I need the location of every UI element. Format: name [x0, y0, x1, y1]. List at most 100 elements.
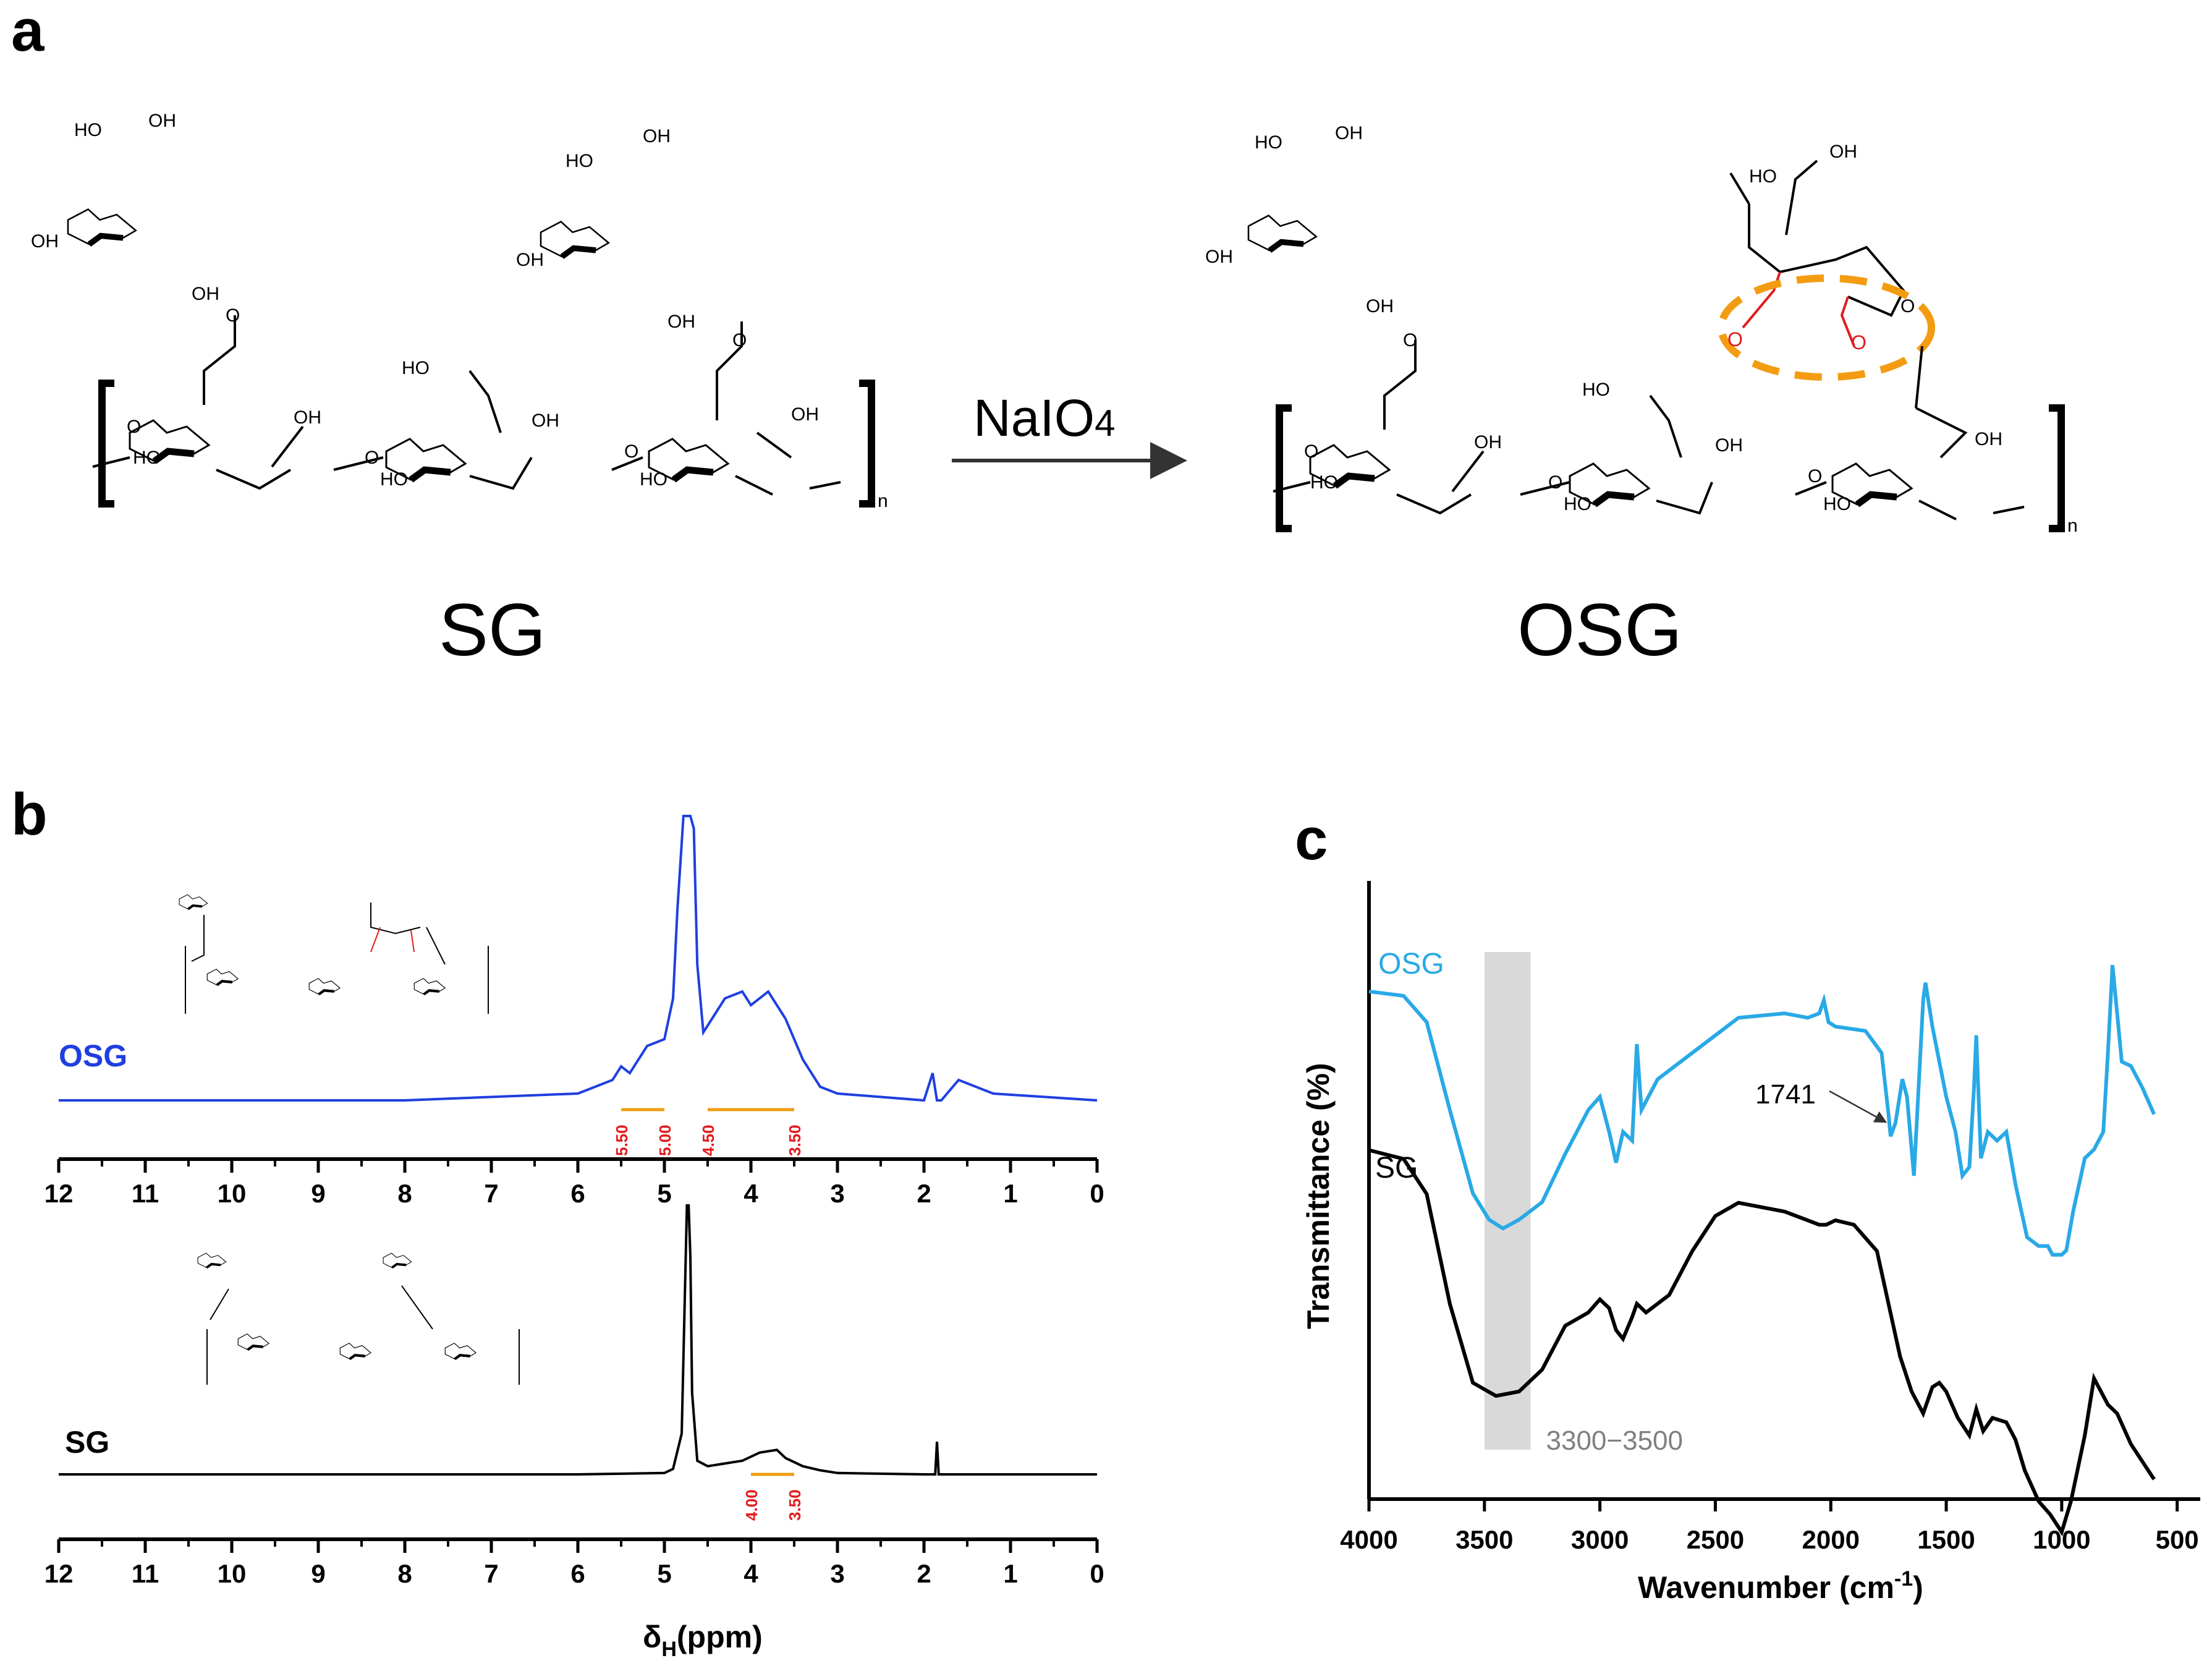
oh-label: OH [294, 407, 321, 428]
nmr-x-tick-label: 5 [657, 1179, 671, 1208]
ftir-x-axis-label: Wavenumber (cm-1) [1638, 1567, 1923, 1605]
band-label: 3300−3500 [1546, 1426, 1683, 1456]
repeat-n: n [878, 491, 888, 511]
nmr-x-tick-label: 5 [657, 1559, 671, 1588]
o-label: O [226, 305, 240, 326]
oh-label: OH [667, 312, 695, 332]
oh-label: OH [192, 284, 219, 304]
nmr-x-tick-label: 1 [1003, 1179, 1017, 1208]
oh-label: OH [1205, 247, 1233, 267]
ftir-x-tick-label: 4000 [1340, 1525, 1397, 1554]
oh-label: HO [1823, 494, 1851, 514]
nmr-x-tick-label: 10 [218, 1179, 247, 1208]
oh-label: OH [1975, 429, 2002, 449]
nmr-series-label: SG [65, 1425, 109, 1460]
nmr-x-tick-label: 2 [917, 1559, 931, 1588]
reactant-label: SG [439, 589, 546, 671]
oh-label: HO [380, 469, 408, 490]
ftir-series-label: SG [1375, 1152, 1418, 1184]
ftir-x-tick-label: 2000 [1802, 1525, 1860, 1554]
o-label: O [624, 441, 638, 462]
o-label: O [1548, 472, 1562, 493]
repeat-n: n [2067, 516, 2078, 536]
bonds [1273, 340, 2025, 521]
oh-label: HO [1564, 494, 1591, 514]
oh-label: OH [532, 410, 559, 431]
o-label: O [127, 417, 141, 437]
galactose-ring-2 [541, 222, 609, 257]
o-label: O [1304, 441, 1318, 462]
ftir-x-tick-label: 500 [2156, 1525, 2199, 1554]
o-label: O [365, 448, 379, 468]
nmr-spectrum-line [59, 815, 1098, 1102]
o-label: O [1901, 296, 1915, 317]
integration-range-label: 4.00 [742, 1489, 761, 1521]
oh-label: OH [1366, 296, 1394, 317]
o-label: O [1403, 330, 1417, 351]
o-label: O [1808, 466, 1822, 487]
nmr-x-axis-label: δH(ppm) [643, 1620, 763, 1661]
integration-range-label: 5.00 [656, 1124, 674, 1156]
oh-label: HO [402, 358, 430, 378]
oh-label: OH [1474, 432, 1502, 453]
nmr-x-tick-label: 9 [311, 1559, 325, 1588]
oh-label: OH [1335, 123, 1363, 143]
nmr-spectrum-line [59, 1204, 1097, 1476]
aldehyde-bonds [1742, 271, 1855, 347]
nmr-x-tick-label: 1 [1003, 1559, 1017, 1588]
aldehyde-o-label: O [1851, 331, 1867, 354]
oh-label: OH [643, 126, 671, 147]
oh-label: OH [148, 111, 176, 131]
oh-label: OH [31, 231, 59, 252]
integration-range-label: 5.50 [612, 1124, 631, 1156]
nmr-x-tick-label: 7 [484, 1179, 498, 1208]
nmr-x-tick-label: 11 [132, 1179, 159, 1208]
oh-label: HO [133, 448, 161, 468]
nmr-x-tick-label: 8 [397, 1559, 412, 1588]
nmr-x-tick-label: 0 [1090, 1559, 1104, 1588]
nmr-x-tick-label: 2 [917, 1179, 931, 1208]
oh-label: OH [791, 404, 819, 425]
o-label: O [732, 330, 747, 351]
oh-label: HO [566, 151, 593, 171]
oh-label: OH [516, 250, 544, 270]
nmr-x-tick-label: 9 [311, 1179, 325, 1208]
peak-annotation-arrow [1829, 1090, 1888, 1123]
galactose-ring-1 [68, 210, 136, 245]
nmr-x-tick-label: 0 [1090, 1179, 1104, 1208]
nmr-x-tick-label: 11 [132, 1559, 159, 1588]
left-bracket [98, 380, 114, 508]
wavenumber-band-highlight [1484, 952, 1531, 1450]
ftir-x-tick-label: 3000 [1571, 1525, 1629, 1554]
oh-label: HO [1749, 166, 1777, 187]
integration-range-label: 3.50 [786, 1124, 804, 1156]
sg-structure: n HO OH OH OH O HO OH OH OH O HO O HO OH… [31, 111, 888, 671]
oh-label: HO [1582, 380, 1610, 400]
ftir-spectrum-line [1368, 1148, 2156, 1537]
integration-range-label: 3.50 [786, 1489, 804, 1521]
panel-label-c: c [1295, 806, 1328, 872]
right-bracket [2049, 404, 2065, 532]
product-label: OSG [1517, 589, 1682, 671]
ftir-series-label: OSG [1378, 948, 1444, 980]
right-bracket [859, 380, 875, 508]
nmr-series-label: OSG [59, 1039, 127, 1073]
galactose-ring [1248, 216, 1316, 251]
sg-mini-structure [197, 1252, 520, 1385]
oh-label: HO [1310, 472, 1338, 493]
aldehyde-highlight-ellipse [1718, 274, 1935, 381]
panel-label-b: b [11, 781, 48, 848]
nmr-x-tick-label: 12 [44, 1179, 74, 1208]
oh-label: HO [74, 120, 102, 140]
reagent-label: NaIO4 [973, 389, 1115, 447]
panel-label-a: a [11, 0, 44, 64]
oh-label: HO [1255, 132, 1282, 153]
integration-range-label: 4.50 [699, 1124, 718, 1156]
nmr-x-tick-label: 3 [830, 1179, 844, 1208]
nmr-x-tick-label: 6 [570, 1179, 585, 1208]
ftir-x-tick-label: 3500 [1456, 1525, 1513, 1554]
ftir-y-axis-label: Transmittance (%) [1301, 1063, 1336, 1329]
